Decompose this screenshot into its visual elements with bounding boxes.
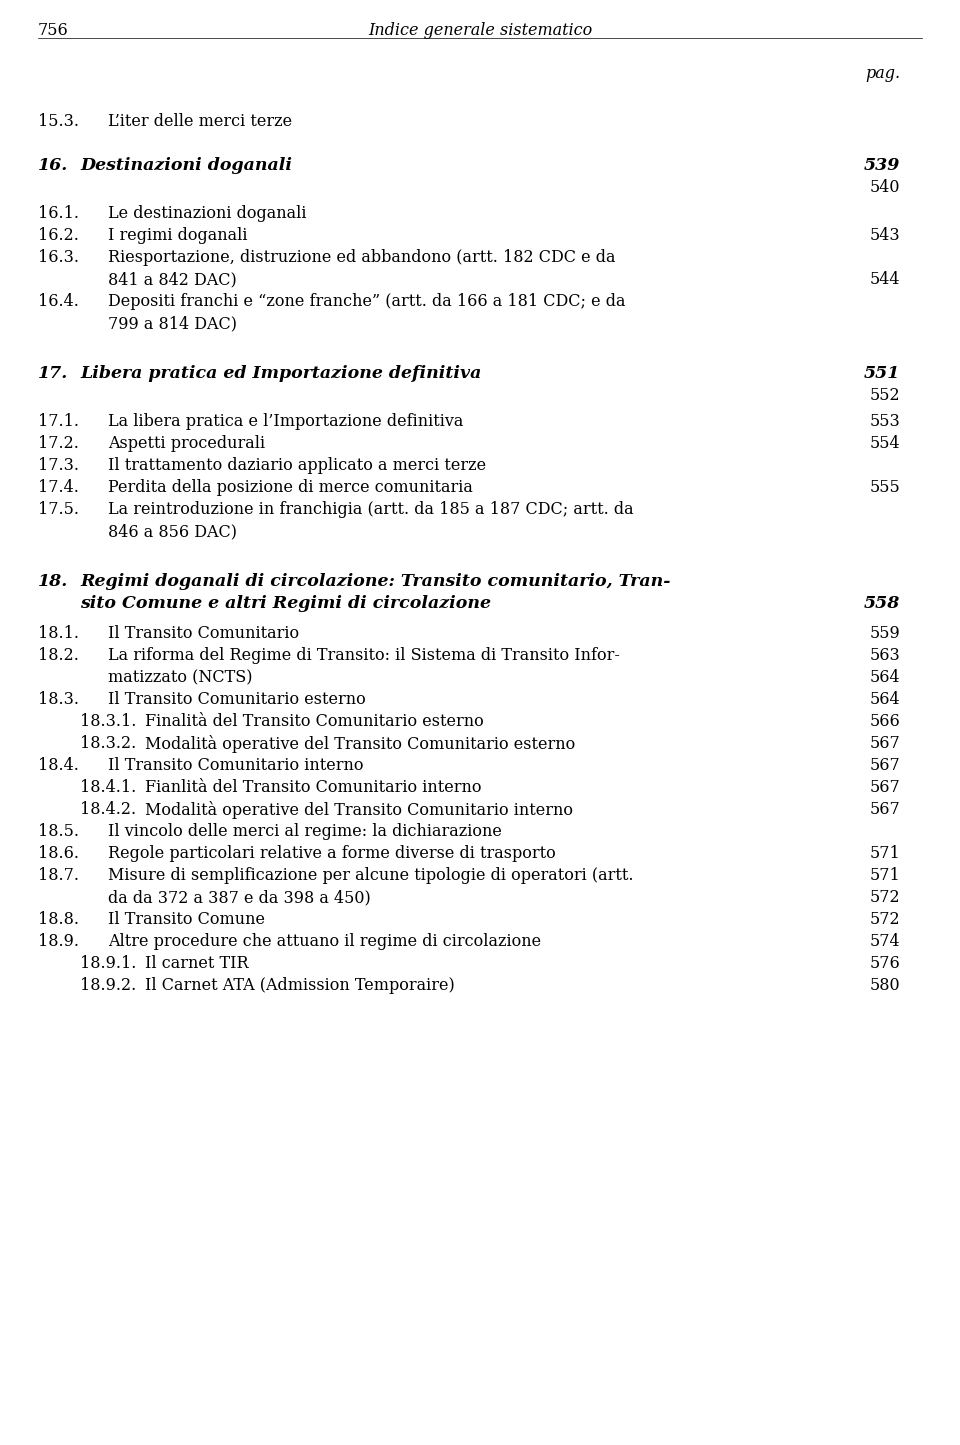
Text: 18.4.2.: 18.4.2. bbox=[80, 801, 136, 818]
Text: Altre procedure che attuano il regime di circolazione: Altre procedure che attuano il regime di… bbox=[108, 933, 541, 949]
Text: 16.2.: 16.2. bbox=[38, 227, 79, 244]
Text: Il Transito Comunitario interno: Il Transito Comunitario interno bbox=[108, 757, 364, 775]
Text: Aspetti procedurali: Aspetti procedurali bbox=[108, 435, 265, 452]
Text: 846 a 856 DAC): 846 a 856 DAC) bbox=[108, 523, 237, 540]
Text: 18.1.: 18.1. bbox=[38, 626, 79, 642]
Text: 18.3.2.: 18.3.2. bbox=[80, 736, 136, 751]
Text: 16.: 16. bbox=[38, 158, 68, 173]
Text: Il Carnet ATA (Admission Temporaire): Il Carnet ATA (Admission Temporaire) bbox=[145, 977, 455, 994]
Text: Perdita della posizione di merce comunitaria: Perdita della posizione di merce comunit… bbox=[108, 478, 473, 496]
Text: 18.4.1.: 18.4.1. bbox=[80, 779, 136, 796]
Text: Le destinazioni doganali: Le destinazioni doganali bbox=[108, 205, 306, 223]
Text: 539: 539 bbox=[864, 158, 900, 173]
Text: 544: 544 bbox=[870, 272, 900, 288]
Text: 540: 540 bbox=[870, 179, 900, 197]
Text: 15.3.: 15.3. bbox=[38, 113, 79, 130]
Text: 543: 543 bbox=[870, 227, 900, 244]
Text: L’iter delle merci terze: L’iter delle merci terze bbox=[108, 113, 292, 130]
Text: Riesportazione, distruzione ed abbandono (artt. 182 CDC e da: Riesportazione, distruzione ed abbandono… bbox=[108, 249, 615, 266]
Text: 572: 572 bbox=[870, 910, 900, 928]
Text: 16.3.: 16.3. bbox=[38, 249, 79, 266]
Text: 563: 563 bbox=[869, 647, 900, 665]
Text: 567: 567 bbox=[869, 736, 900, 751]
Text: Libera pratica ed Importazione definitiva: Libera pratica ed Importazione definitiv… bbox=[80, 366, 481, 381]
Text: Il Transito Comunitario esterno: Il Transito Comunitario esterno bbox=[108, 691, 366, 708]
Text: 18.: 18. bbox=[38, 574, 68, 590]
Text: 18.7.: 18.7. bbox=[38, 867, 79, 884]
Text: 558: 558 bbox=[864, 595, 900, 613]
Text: 580: 580 bbox=[870, 977, 900, 994]
Text: Regole particolari relative a forme diverse di trasporto: Regole particolari relative a forme dive… bbox=[108, 845, 556, 863]
Text: 564: 564 bbox=[870, 691, 900, 708]
Text: 571: 571 bbox=[869, 845, 900, 863]
Text: 756: 756 bbox=[38, 22, 69, 39]
Text: La reintroduzione in franchigia (artt. da 185 a 187 CDC; artt. da: La reintroduzione in franchigia (artt. d… bbox=[108, 501, 634, 517]
Text: 18.6.: 18.6. bbox=[38, 845, 79, 863]
Text: 18.5.: 18.5. bbox=[38, 824, 79, 840]
Text: 17.1.: 17.1. bbox=[38, 413, 79, 431]
Text: Modalità operative del Transito Comunitario esterno: Modalità operative del Transito Comunita… bbox=[145, 736, 575, 753]
Text: 18.9.1.: 18.9.1. bbox=[80, 955, 136, 972]
Text: Il Transito Comune: Il Transito Comune bbox=[108, 910, 265, 928]
Text: 576: 576 bbox=[869, 955, 900, 972]
Text: pag.: pag. bbox=[865, 65, 900, 82]
Text: 16.1.: 16.1. bbox=[38, 205, 79, 223]
Text: Destinazioni doganali: Destinazioni doganali bbox=[80, 158, 292, 173]
Text: Modalità operative del Transito Comunitario interno: Modalità operative del Transito Comunita… bbox=[145, 801, 573, 819]
Text: 16.4.: 16.4. bbox=[38, 293, 79, 311]
Text: 18.9.2.: 18.9.2. bbox=[80, 977, 136, 994]
Text: Misure di semplificazione per alcune tipologie di operatori (artt.: Misure di semplificazione per alcune tip… bbox=[108, 867, 634, 884]
Text: 17.4.: 17.4. bbox=[38, 478, 79, 496]
Text: La libera pratica e l’Importazione definitiva: La libera pratica e l’Importazione defin… bbox=[108, 413, 464, 431]
Text: 18.3.1.: 18.3.1. bbox=[80, 712, 136, 730]
Text: Il vincolo delle merci al regime: la dichiarazione: Il vincolo delle merci al regime: la dic… bbox=[108, 824, 502, 840]
Text: Indice generale sistematico: Indice generale sistematico bbox=[368, 22, 592, 39]
Text: 559: 559 bbox=[869, 626, 900, 642]
Text: 566: 566 bbox=[869, 712, 900, 730]
Text: 567: 567 bbox=[869, 801, 900, 818]
Text: 17.5.: 17.5. bbox=[38, 501, 79, 517]
Text: Il Transito Comunitario: Il Transito Comunitario bbox=[108, 626, 300, 642]
Text: 554: 554 bbox=[870, 435, 900, 452]
Text: La riforma del Regime di Transito: il Sistema di Transito Infor-: La riforma del Regime di Transito: il Si… bbox=[108, 647, 620, 665]
Text: Il trattamento daziario applicato a merci terze: Il trattamento daziario applicato a merc… bbox=[108, 457, 486, 474]
Text: Regimi doganali di circolazione: Transito comunitario, Tran-: Regimi doganali di circolazione: Transit… bbox=[80, 574, 670, 590]
Text: 18.8.: 18.8. bbox=[38, 910, 79, 928]
Text: 574: 574 bbox=[870, 933, 900, 949]
Text: 799 a 814 DAC): 799 a 814 DAC) bbox=[108, 315, 237, 332]
Text: 555: 555 bbox=[869, 478, 900, 496]
Text: da da 372 a 387 e da 398 a 450): da da 372 a 387 e da 398 a 450) bbox=[108, 889, 371, 906]
Text: 567: 567 bbox=[869, 757, 900, 775]
Text: 552: 552 bbox=[870, 387, 900, 405]
Text: 567: 567 bbox=[869, 779, 900, 796]
Text: 571: 571 bbox=[869, 867, 900, 884]
Text: 564: 564 bbox=[870, 669, 900, 686]
Text: 18.4.: 18.4. bbox=[38, 757, 79, 775]
Text: Il carnet TIR: Il carnet TIR bbox=[145, 955, 249, 972]
Text: I regimi doganali: I regimi doganali bbox=[108, 227, 248, 244]
Text: 17.3.: 17.3. bbox=[38, 457, 79, 474]
Text: 553: 553 bbox=[869, 413, 900, 431]
Text: 18.9.: 18.9. bbox=[38, 933, 79, 949]
Text: 18.3.: 18.3. bbox=[38, 691, 79, 708]
Text: 551: 551 bbox=[864, 366, 900, 381]
Text: 841 a 842 DAC): 841 a 842 DAC) bbox=[108, 272, 237, 288]
Text: 18.2.: 18.2. bbox=[38, 647, 79, 665]
Text: sito Comune e altri Regimi di circolazione: sito Comune e altri Regimi di circolazio… bbox=[80, 595, 491, 613]
Text: Depositi franchi e “zone franche” (artt. da 166 a 181 CDC; e da: Depositi franchi e “zone franche” (artt.… bbox=[108, 293, 626, 311]
Text: 17.2.: 17.2. bbox=[38, 435, 79, 452]
Text: matizzato (NCTS): matizzato (NCTS) bbox=[108, 669, 252, 686]
Text: Finalità del Transito Comunitario esterno: Finalità del Transito Comunitario estern… bbox=[145, 712, 484, 730]
Text: 572: 572 bbox=[870, 889, 900, 906]
Text: 17.: 17. bbox=[38, 366, 68, 381]
Text: Fianlità del Transito Comunitario interno: Fianlità del Transito Comunitario intern… bbox=[145, 779, 482, 796]
